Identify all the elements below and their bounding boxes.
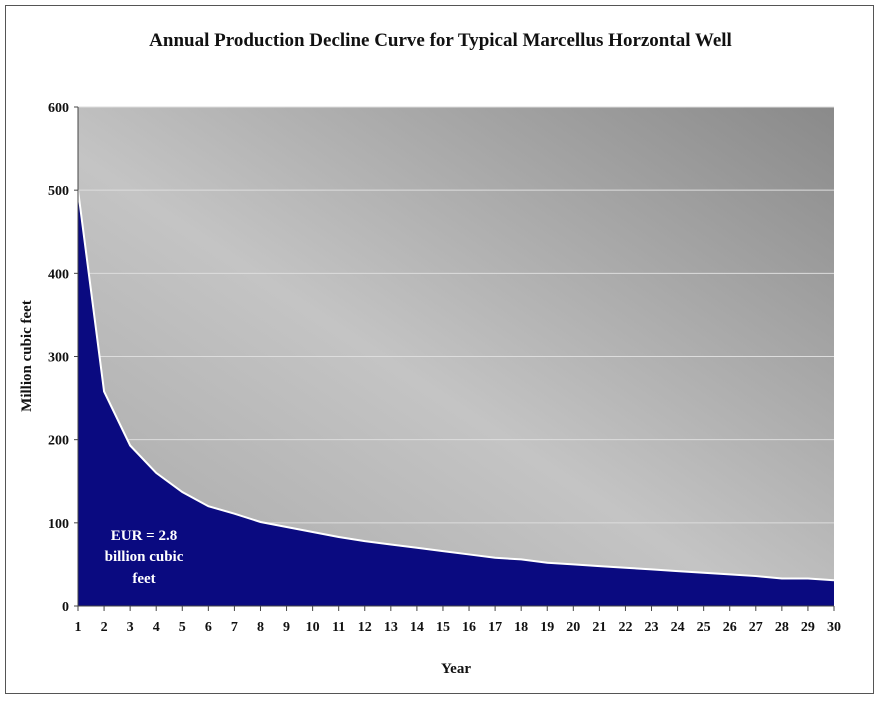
x-tick-label: 13: [384, 620, 398, 635]
x-tick-label: 30: [827, 620, 841, 635]
annotation-line: EUR = 2.8: [111, 528, 177, 544]
x-axis-label: Year: [441, 661, 471, 677]
production-line: [77, 190, 835, 582]
x-tick-label: 1: [75, 620, 82, 635]
x-tick-label: 18: [514, 620, 528, 635]
y-tick-label: 100: [48, 517, 69, 532]
y-tick-label: 500: [48, 184, 69, 199]
x-tick-label: 10: [306, 620, 320, 635]
y-tick-label: 200: [48, 434, 69, 449]
x-tick-label: 5: [179, 620, 186, 635]
chart-frame: [5, 5, 874, 694]
annotation-line: feet: [132, 571, 155, 587]
x-tick-label: 24: [671, 620, 685, 635]
x-tick-label: 21: [592, 620, 606, 635]
x-tick-label: 19: [540, 620, 554, 635]
x-tick-label: 27: [749, 620, 763, 635]
chart-title: Annual Production Decline Curve for Typi…: [149, 30, 732, 51]
x-tick-label: 22: [618, 620, 632, 635]
x-tick-label: 15: [436, 620, 450, 635]
x-tick-label: 7: [231, 620, 238, 635]
x-tick-label: 28: [775, 620, 789, 635]
x-tick-label: 9: [283, 620, 290, 635]
y-tick-label: 400: [48, 267, 69, 282]
x-tick-label: 2: [101, 620, 108, 635]
annotation-line: billion cubic: [105, 549, 184, 565]
y-tick-label: 600: [48, 101, 69, 116]
eur-annotation: EUR = 2.8 billion cubic feet: [105, 528, 184, 587]
x-tick-label: 29: [801, 620, 815, 635]
y-axis-label: Million cubic feet: [19, 300, 35, 412]
x-tick-label: 26: [723, 620, 737, 635]
production-area: [78, 190, 834, 606]
x-tick-label: 14: [410, 620, 424, 635]
x-tick-label: 8: [257, 620, 264, 635]
x-tick-label: 17: [488, 620, 502, 635]
x-tick-label: 6: [205, 620, 212, 635]
y-tick-label: 0: [62, 600, 69, 615]
x-tick-label: 12: [358, 620, 372, 635]
x-tick-label: 16: [462, 620, 476, 635]
x-tick-label: 20: [566, 620, 580, 635]
x-tick-label: 3: [127, 620, 134, 635]
x-tick-label: 25: [697, 620, 711, 635]
x-tick-label: 4: [153, 620, 160, 635]
x-tick-label: 23: [645, 620, 659, 635]
y-tick-label: 300: [48, 351, 69, 366]
x-tick-label: 11: [332, 620, 345, 635]
